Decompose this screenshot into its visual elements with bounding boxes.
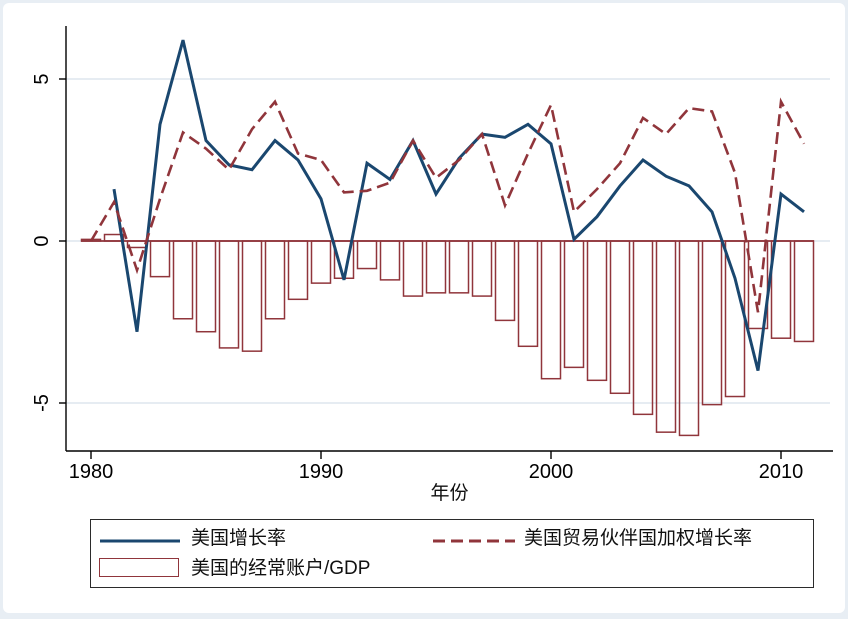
x-tick-label-2000: 2000	[529, 461, 574, 483]
bar-1988	[264, 240, 286, 320]
bar-2006	[678, 240, 700, 437]
legend-key-us-growth-line	[100, 539, 180, 543]
bar-2003	[609, 240, 631, 395]
bar-2004	[632, 240, 654, 416]
bar-2002	[586, 240, 608, 382]
bar-1999	[517, 240, 539, 348]
bar-1985	[195, 240, 217, 333]
bar-1996	[448, 240, 470, 294]
bar-1987	[241, 240, 263, 352]
x-axis-title: 年份	[430, 483, 469, 504]
bar-1997	[471, 240, 493, 297]
bar-1989	[287, 240, 309, 301]
bar-2011	[793, 240, 815, 343]
legend-label-us-growth: 美国增长率	[191, 528, 287, 549]
y-tick-label--5: -5	[31, 394, 53, 412]
legend-box: 美国增长率 美国贸易伙伴国加权增长率 美国的经常账户/GDP	[90, 519, 814, 588]
plot-svg: 5 0 -5 1980 1990 2000 2010	[31, 26, 833, 483]
bar-1986	[218, 240, 240, 349]
x-tick-label-2010: 2010	[759, 461, 804, 483]
bar-1990	[310, 240, 332, 284]
legend-key-current-account-bar	[99, 558, 179, 577]
bar-2001	[563, 240, 585, 369]
bar-1995	[425, 240, 447, 294]
x-tick-label-1990: 1990	[299, 461, 344, 483]
bar-1984	[172, 240, 194, 320]
bar-1993	[379, 240, 401, 281]
bar-2000	[540, 240, 562, 380]
chart-figure: 5 0 -5 1980 1990 2000 2010 年份 美国增长率 美国贸易伙伴国加权增…	[3, 3, 845, 613]
bar-2007	[701, 240, 723, 406]
y-tick-label-0: 0	[31, 235, 53, 246]
legend-label-current-account: 美国的经常账户/GDP	[191, 558, 371, 579]
bar-1992	[356, 240, 378, 270]
bar-1983	[149, 240, 171, 278]
legend-label-partners-growth: 美国贸易伙伴国加权增长率	[524, 528, 753, 549]
x-tick-label-1980: 1980	[69, 461, 114, 483]
bar-2008	[724, 240, 746, 398]
bar-1994	[402, 240, 424, 297]
legend-key-partners-growth-line	[433, 539, 515, 543]
bar-1998	[494, 240, 516, 322]
us-growth-line	[112, 39, 805, 371]
partners-growth-line	[89, 97, 806, 313]
y-tick-label-5: 5	[31, 73, 53, 84]
